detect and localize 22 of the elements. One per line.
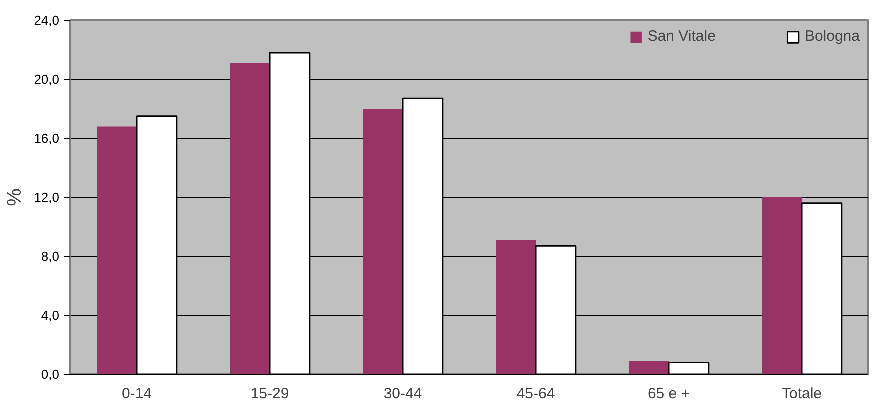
legend-label: San Vitale — [648, 28, 716, 45]
x-tick-label: 15-29 — [250, 386, 290, 402]
y-tick-label: 8,0 — [41, 249, 60, 264]
x-tick-label: 0-14 — [122, 386, 152, 402]
legend-label: Bologna — [804, 28, 860, 45]
bar — [363, 109, 403, 374]
y-tick-label: 4,0 — [41, 308, 60, 323]
y-tick-label: 0,0 — [41, 367, 60, 382]
bar — [629, 361, 669, 374]
y-tick-label: 16,0 — [34, 131, 60, 146]
y-tick-label: 12,0 — [34, 190, 60, 205]
bar — [496, 240, 536, 374]
y-tick-label: 20,0 — [34, 72, 60, 87]
bar — [97, 126, 137, 374]
x-tick-label: 30-44 — [384, 386, 422, 402]
bar — [230, 63, 270, 374]
x-tick-label: 45-64 — [516, 386, 556, 402]
x-tick-label: 65 e + — [648, 386, 690, 402]
bar — [762, 198, 802, 374]
y-axis-title: % — [4, 188, 26, 206]
y-tick-label: 24,0 — [34, 13, 60, 28]
x-tick-label: Totale — [782, 386, 822, 402]
